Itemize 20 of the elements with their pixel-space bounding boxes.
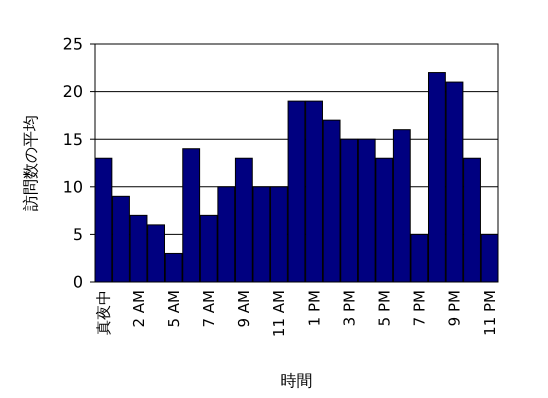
x-tick-label: 7 AM	[200, 290, 218, 328]
y-tick-label: 5	[72, 225, 83, 244]
x-tick-label: 11 AM	[270, 290, 288, 338]
y-tick-label: 20	[62, 82, 83, 102]
x-tick-label: 9 AM	[235, 290, 254, 328]
x-tick-label: 1 PM	[305, 290, 324, 326]
y-tick-label: 25	[62, 34, 83, 54]
x-tick-label: 7 PM	[410, 290, 429, 326]
x-tick-label: 真夜中	[94, 290, 113, 335]
x-tick-label: 5 PM	[376, 290, 394, 326]
y-tick-label: 15	[62, 130, 83, 149]
x-tick-label: 11 PM	[480, 290, 499, 336]
x-tick-label: 2 AM	[130, 290, 148, 328]
x-tick-label: 3 PM	[340, 290, 358, 326]
y-axis-title: 訪問数の平均	[21, 115, 40, 211]
y-tick-label: 10	[62, 177, 83, 196]
x-tick-label: 9 PM	[446, 290, 464, 326]
x-axis-title: 時間	[280, 371, 312, 390]
y-tick-label: 0	[72, 272, 83, 292]
x-tick-label: 5 AM	[164, 290, 183, 328]
